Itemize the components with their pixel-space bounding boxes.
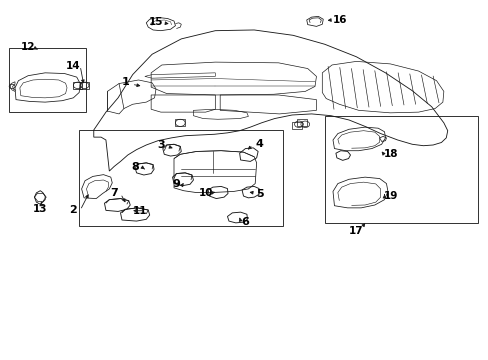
Text: 6: 6 xyxy=(241,217,249,227)
Text: 3: 3 xyxy=(157,140,164,150)
Text: 12: 12 xyxy=(21,42,35,52)
Text: 4: 4 xyxy=(255,139,263,149)
Text: 1: 1 xyxy=(121,77,129,87)
Text: 19: 19 xyxy=(384,191,398,201)
Text: 11: 11 xyxy=(132,206,147,216)
Bar xyxy=(9,48,86,112)
Text: 2: 2 xyxy=(69,205,77,215)
Text: 18: 18 xyxy=(383,149,398,159)
Bar xyxy=(324,116,477,223)
Bar xyxy=(175,119,185,126)
Text: 8: 8 xyxy=(131,162,139,172)
Bar xyxy=(79,130,283,226)
Text: 10: 10 xyxy=(198,188,212,198)
Text: 16: 16 xyxy=(332,15,346,25)
Text: 7: 7 xyxy=(110,188,118,198)
Text: 13: 13 xyxy=(33,204,47,214)
Text: 17: 17 xyxy=(348,226,363,236)
Text: 9: 9 xyxy=(172,179,180,189)
Text: 14: 14 xyxy=(66,61,81,71)
Bar xyxy=(296,118,306,126)
Text: 15: 15 xyxy=(148,17,163,27)
Text: 5: 5 xyxy=(256,189,264,199)
Bar xyxy=(291,122,301,129)
